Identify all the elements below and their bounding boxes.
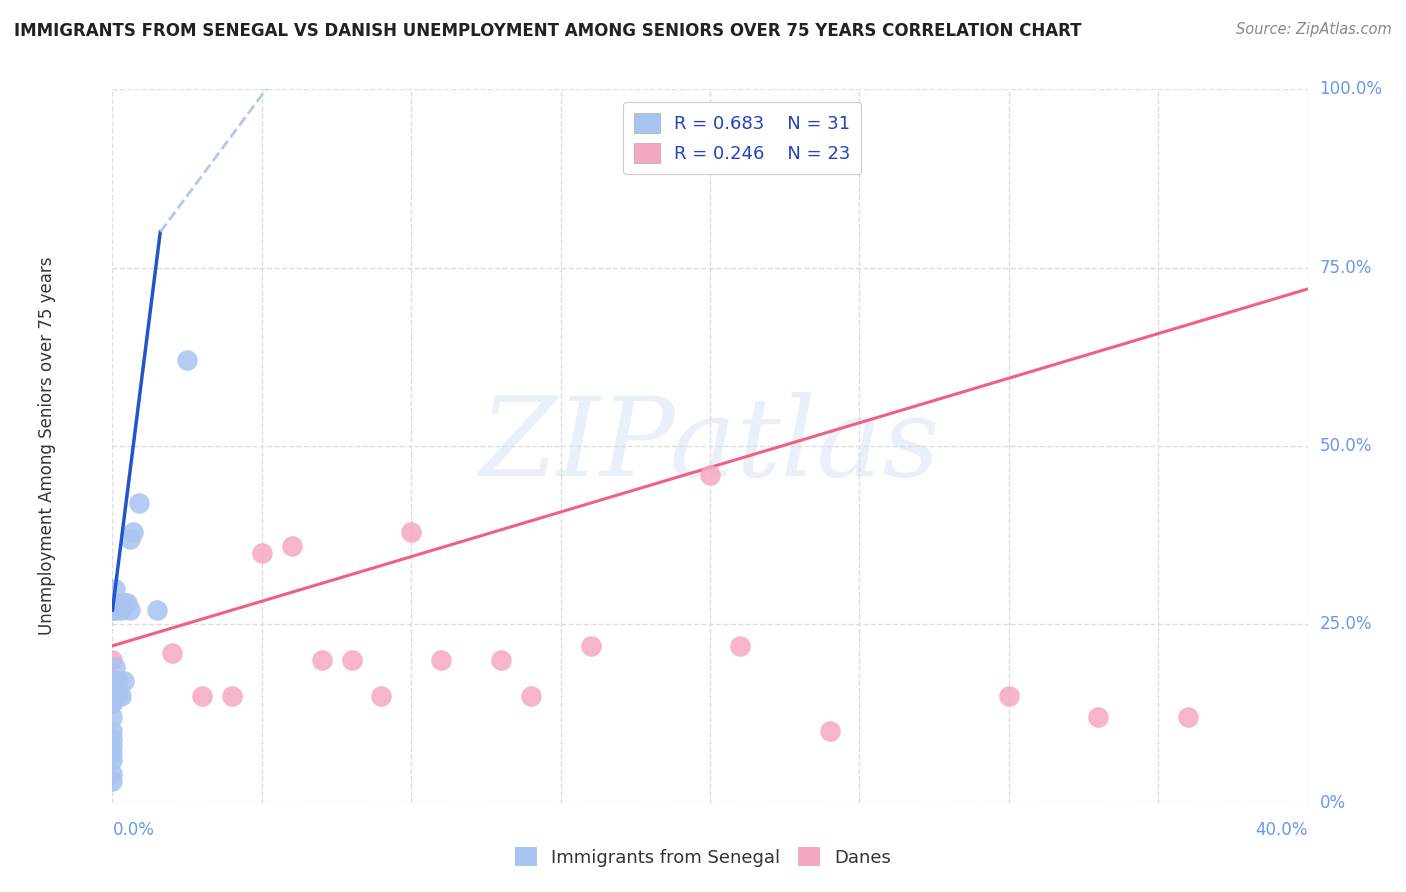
Point: [110, 689, 132, 703]
Point: [146, 603, 169, 617]
Point: [101, 739, 124, 753]
Point: [311, 653, 333, 667]
Point: [107, 689, 129, 703]
Legend: Immigrants from Senegal, Danes: Immigrants from Senegal, Danes: [508, 840, 898, 874]
Text: 100.0%: 100.0%: [1319, 80, 1382, 98]
Point: [110, 603, 132, 617]
Point: [104, 596, 127, 610]
Point: [176, 353, 198, 368]
Point: [728, 639, 751, 653]
Point: [114, 596, 135, 610]
Point: [101, 603, 124, 617]
Point: [818, 724, 841, 739]
Text: 25.0%: 25.0%: [1319, 615, 1372, 633]
Point: [122, 524, 145, 539]
Point: [1087, 710, 1109, 724]
Text: 50.0%: 50.0%: [1319, 437, 1372, 455]
Text: ZIPatlas: ZIPatlas: [479, 392, 941, 500]
Point: [101, 767, 124, 781]
Point: [101, 603, 124, 617]
Text: 0%: 0%: [1319, 794, 1346, 812]
Point: [101, 696, 124, 710]
Point: [430, 653, 453, 667]
Text: IMMIGRANTS FROM SENEGAL VS DANISH UNEMPLOYMENT AMONG SENIORS OVER 75 YEARS CORRE: IMMIGRANTS FROM SENEGAL VS DANISH UNEMPL…: [14, 22, 1081, 40]
Point: [104, 660, 127, 674]
Point: [120, 532, 142, 546]
Text: 75.0%: 75.0%: [1319, 259, 1372, 277]
Point: [117, 596, 139, 610]
Point: [401, 524, 423, 539]
Point: [340, 653, 363, 667]
Point: [101, 696, 124, 710]
Point: [114, 674, 135, 689]
Point: [489, 653, 512, 667]
Point: [520, 689, 543, 703]
Point: [120, 603, 142, 617]
Point: [128, 496, 150, 510]
Point: [101, 653, 124, 667]
Point: [699, 467, 721, 482]
Point: [250, 546, 273, 560]
Point: [107, 674, 129, 689]
Point: [221, 689, 243, 703]
Point: [998, 689, 1021, 703]
Text: Unemployment Among Seniors over 75 years: Unemployment Among Seniors over 75 years: [38, 257, 56, 635]
Point: [104, 582, 127, 596]
Point: [370, 689, 392, 703]
Legend: R = 0.683    N = 31, R = 0.246    N = 23: R = 0.683 N = 31, R = 0.246 N = 23: [623, 102, 862, 174]
Point: [101, 774, 124, 789]
Point: [104, 603, 127, 617]
Point: [101, 681, 124, 696]
Text: 40.0%: 40.0%: [1256, 821, 1308, 838]
Point: [162, 646, 183, 660]
Point: [107, 596, 129, 610]
Text: Source: ZipAtlas.com: Source: ZipAtlas.com: [1236, 22, 1392, 37]
Point: [101, 753, 124, 767]
Text: 0.0%: 0.0%: [112, 821, 155, 838]
Point: [191, 689, 214, 703]
Point: [101, 674, 124, 689]
Point: [104, 689, 127, 703]
Point: [101, 710, 124, 724]
Point: [1177, 710, 1199, 724]
Point: [101, 731, 124, 746]
Point: [579, 639, 602, 653]
Point: [101, 746, 124, 760]
Point: [281, 539, 304, 553]
Point: [101, 724, 124, 739]
Point: [104, 674, 127, 689]
